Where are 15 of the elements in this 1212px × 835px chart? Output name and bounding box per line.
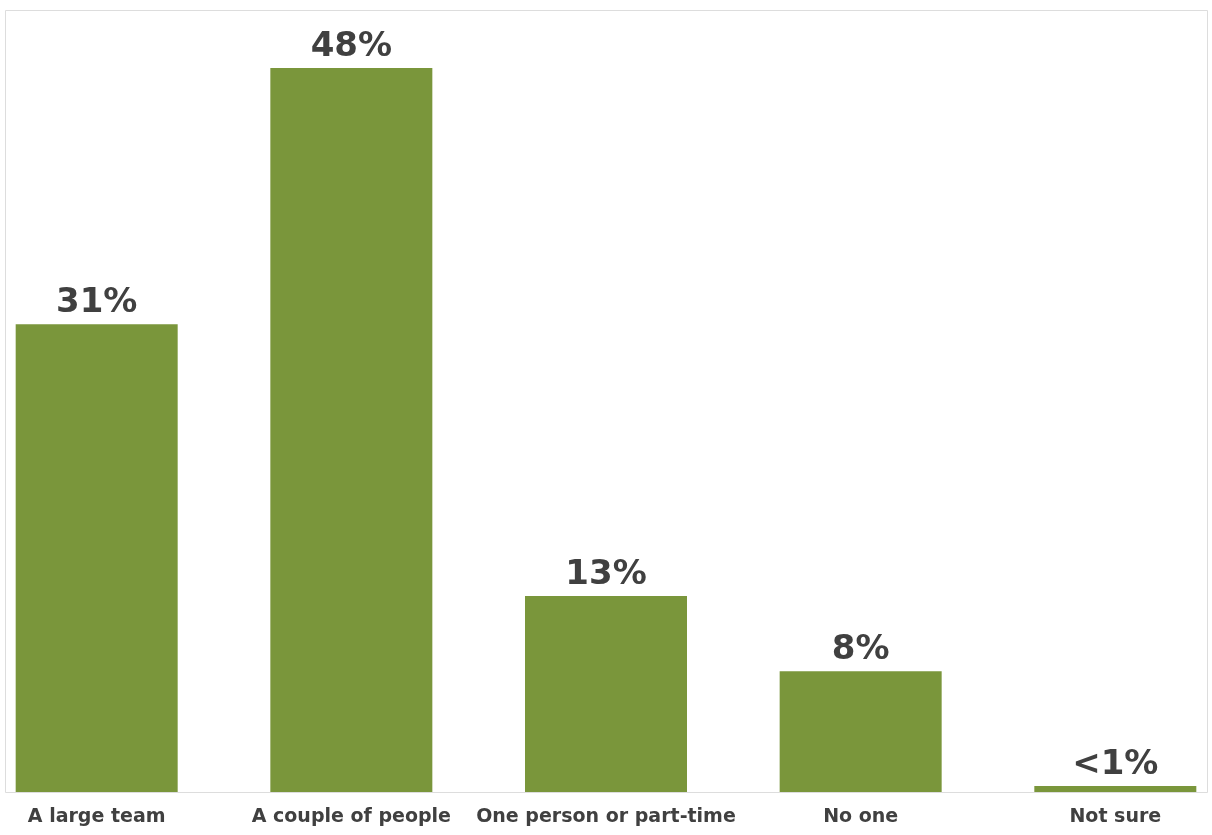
bar bbox=[270, 67, 433, 792]
x-tick-label: No one bbox=[823, 803, 899, 826]
bar bbox=[1034, 785, 1197, 792]
data-label: <1% bbox=[1072, 741, 1159, 782]
data-label: 48% bbox=[310, 23, 393, 64]
x-tick-label: A couple of people bbox=[251, 803, 451, 826]
bar bbox=[779, 671, 942, 792]
data-label: 8% bbox=[831, 627, 890, 668]
bar bbox=[525, 595, 687, 792]
data-label: 31% bbox=[55, 280, 138, 321]
data-label: 13% bbox=[565, 551, 647, 592]
x-tick-label: Not sure bbox=[1069, 803, 1162, 826]
bar bbox=[15, 324, 178, 792]
x-tick-label: One person or part-time bbox=[476, 803, 736, 826]
x-tick-label: A large team bbox=[27, 803, 166, 826]
